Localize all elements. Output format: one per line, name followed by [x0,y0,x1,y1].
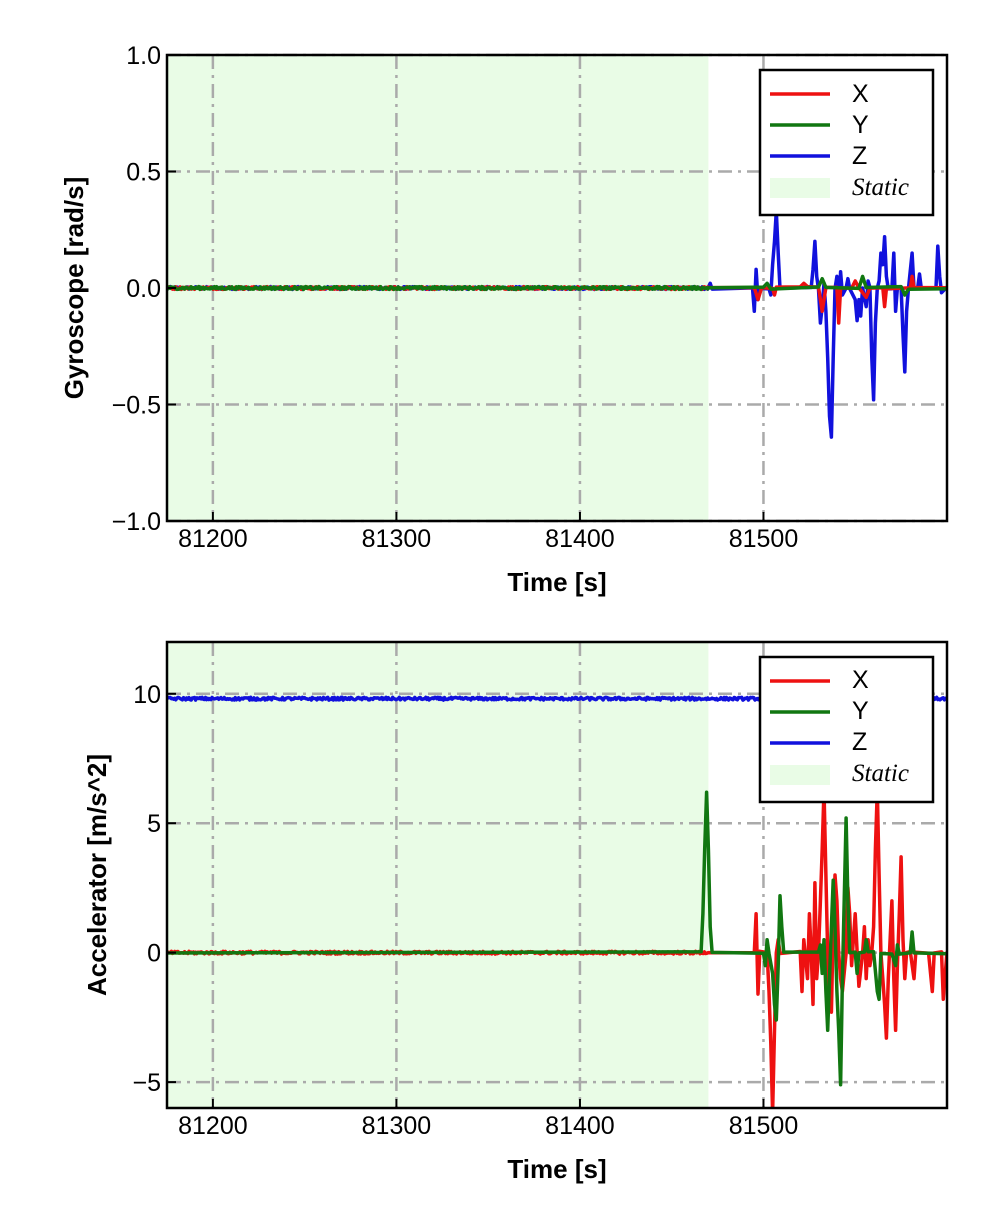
y-tick-label: 0.5 [126,159,161,187]
y-tick-label: −0.5 [112,392,161,420]
accelerator-y-axis-label: Accelerator [m/s^2] [82,754,112,996]
accelerator-x-axis-label: Time [s] [507,1154,606,1184]
static-region [167,642,709,1108]
legend-static-swatch [770,178,830,198]
y-tick-label: 0 [147,940,161,968]
plot-frame [165,640,949,1110]
y-tick-label: 1.0 [126,42,161,70]
y-tick-label: −5 [132,1069,161,1097]
x-tick-label: 81400 [545,525,615,553]
legend-x-label: X [852,80,869,108]
legend-static-swatch [770,765,830,785]
y-tick-label: 5 [147,810,161,838]
x-tick-label: 81500 [729,525,799,553]
y-tick-label: −1.0 [112,508,161,536]
x-tick-label: 81200 [178,1112,248,1140]
x-tick-label: 81300 [362,1112,432,1140]
legend-static-label: Static [852,174,909,201]
x-tick-label: 81500 [729,1112,799,1140]
x-tick-label: 81300 [362,525,432,553]
legend-static-label: Static [852,760,909,787]
legend-z-label: Z [852,728,867,756]
series-y-line [167,274,947,297]
legend-z-label: Z [852,142,867,170]
gyroscope-chart: 81200 81300 81400 81500 −1.0 −0.5 0.0 0.5 1.0 Gy… [59,42,949,597]
y-tick-label: 0.0 [126,275,161,303]
y-tick-label: 10 [133,681,161,709]
legend-y-label: Y [852,111,869,139]
legend-x-label: X [852,666,869,694]
gyroscope-y-axis-label: Gyroscope [rad/s] [59,177,89,400]
legend-y-label: Y [852,697,869,725]
series-y-line [167,790,947,1087]
gyroscope-x-axis-label: Time [s] [507,567,606,597]
accelerator-chart: 81200 81300 81400 81500 −5 0 5 10 Accelerator [… [82,640,949,1184]
x-tick-label: 81200 [178,525,248,553]
x-tick-label: 81400 [545,1112,615,1140]
